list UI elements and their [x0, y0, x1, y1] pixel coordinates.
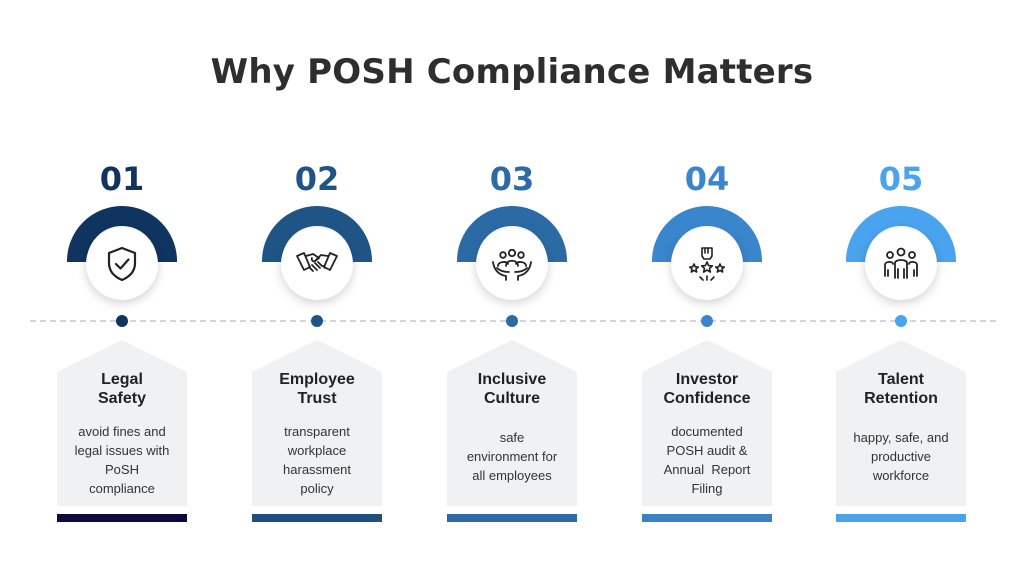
step-title-line: Legal: [101, 371, 143, 388]
step-arc: [652, 206, 762, 262]
step-arc: [67, 206, 177, 262]
timeline-dot: [895, 315, 907, 327]
step-arc: [457, 206, 567, 262]
step-title-line: Safety: [97, 390, 147, 407]
step-card: Employee Trust transparent workplace harassm…: [252, 340, 382, 506]
step-number: 02: [294, 160, 340, 198]
step-title: Legal Safety: [57, 370, 187, 408]
step-title-line: Confidence: [663, 390, 751, 407]
handshake-icon: [294, 244, 340, 284]
step-description-line: Annual Report: [663, 462, 751, 477]
step-card: Talent Retention happy, safe, and productiv…: [836, 340, 966, 506]
step-title: Inclusive Culture: [447, 370, 577, 408]
page-title: Why POSH Compliance Matters: [210, 52, 814, 92]
step-card: Legal Safety avoid fines and legal issues w…: [57, 340, 187, 506]
step-number: 04: [684, 160, 730, 198]
timeline-dot: [116, 315, 128, 327]
step-title-line: Culture: [484, 390, 540, 407]
step-1: 01 Legal Safety avoid fines and legal issues…: [57, 0, 217, 576]
step-underline-bar: [642, 514, 772, 522]
step-description-line: workplace: [287, 443, 347, 458]
step-description-line: policy: [300, 481, 334, 496]
step-title: Employee Trust: [252, 370, 382, 408]
step-description-line: safe: [499, 430, 525, 445]
team-people-icon: [879, 244, 923, 284]
step-description-line: Filing: [691, 481, 723, 496]
step-title: Talent Retention: [836, 370, 966, 408]
step-description: happy, safe, and productive workforce: [836, 428, 966, 485]
step-arc: [262, 206, 372, 262]
timeline-dot: [506, 315, 518, 327]
step-description-line: transparent: [284, 424, 350, 439]
step-title-line: Investor: [675, 371, 739, 388]
timeline-dot: [311, 315, 323, 327]
step-description-line: avoid fines and: [78, 424, 166, 439]
fist-stars-icon: [684, 244, 730, 284]
shield-check-icon: [102, 244, 142, 284]
step-3: 03 Inclusive Culture safe environment for all…: [447, 0, 607, 576]
step-title-line: Inclusive: [477, 371, 547, 388]
step-title-line: Retention: [864, 390, 938, 407]
step-5: 05 Talent Retention happy, safe, and product…: [836, 0, 996, 576]
step-underline-bar: [836, 514, 966, 522]
step-description-line: environment for: [466, 449, 558, 464]
step-description-line: workforce: [872, 468, 930, 483]
icon-circle: [865, 228, 937, 300]
step-description: documented POSH audit & Annual Report Filin…: [642, 422, 772, 498]
step-4: 04 Investor Confidence documented POSH audit…: [642, 0, 802, 576]
step-underline-bar: [57, 514, 187, 522]
step-title-line: Trust: [297, 390, 337, 407]
step-description-line: happy, safe, and: [853, 430, 949, 445]
step-arc: [846, 206, 956, 262]
icon-circle: [86, 228, 158, 300]
step-number: 01: [99, 160, 145, 198]
step-card: Inclusive Culture safe environment for all e…: [447, 340, 577, 506]
step-number: 05: [878, 160, 924, 198]
community-hands-icon: [489, 244, 535, 284]
step-description-line: PoSH: [105, 462, 139, 477]
step-description: safe environment for all employees: [447, 428, 577, 485]
icon-circle: [671, 228, 743, 300]
step-underline-bar: [252, 514, 382, 522]
step-2: 02 Employee Trust transparent workplace haras…: [252, 0, 412, 576]
step-description-line: legal issues with: [74, 443, 170, 458]
step-description: transparent workplace harassment policy: [252, 422, 382, 498]
step-number: 03: [489, 160, 535, 198]
step-description-line: documented: [671, 424, 743, 439]
timeline-dot: [701, 315, 713, 327]
step-card: Investor Confidence documented POSH audit &…: [642, 340, 772, 506]
step-title-line: Employee: [279, 371, 355, 388]
step-description-line: POSH audit &: [666, 443, 748, 458]
step-description: avoid fines and legal issues with PoSH comp…: [57, 422, 187, 498]
step-description-line: all employees: [472, 468, 552, 483]
icon-circle: [281, 228, 353, 300]
step-description-line: compliance: [89, 481, 155, 496]
step-title: Investor Confidence: [642, 370, 772, 408]
step-underline-bar: [447, 514, 577, 522]
step-title-line: Talent: [878, 371, 924, 388]
icon-circle: [476, 228, 548, 300]
step-description-line: harassment: [283, 462, 351, 477]
step-description-line: productive: [871, 449, 931, 464]
